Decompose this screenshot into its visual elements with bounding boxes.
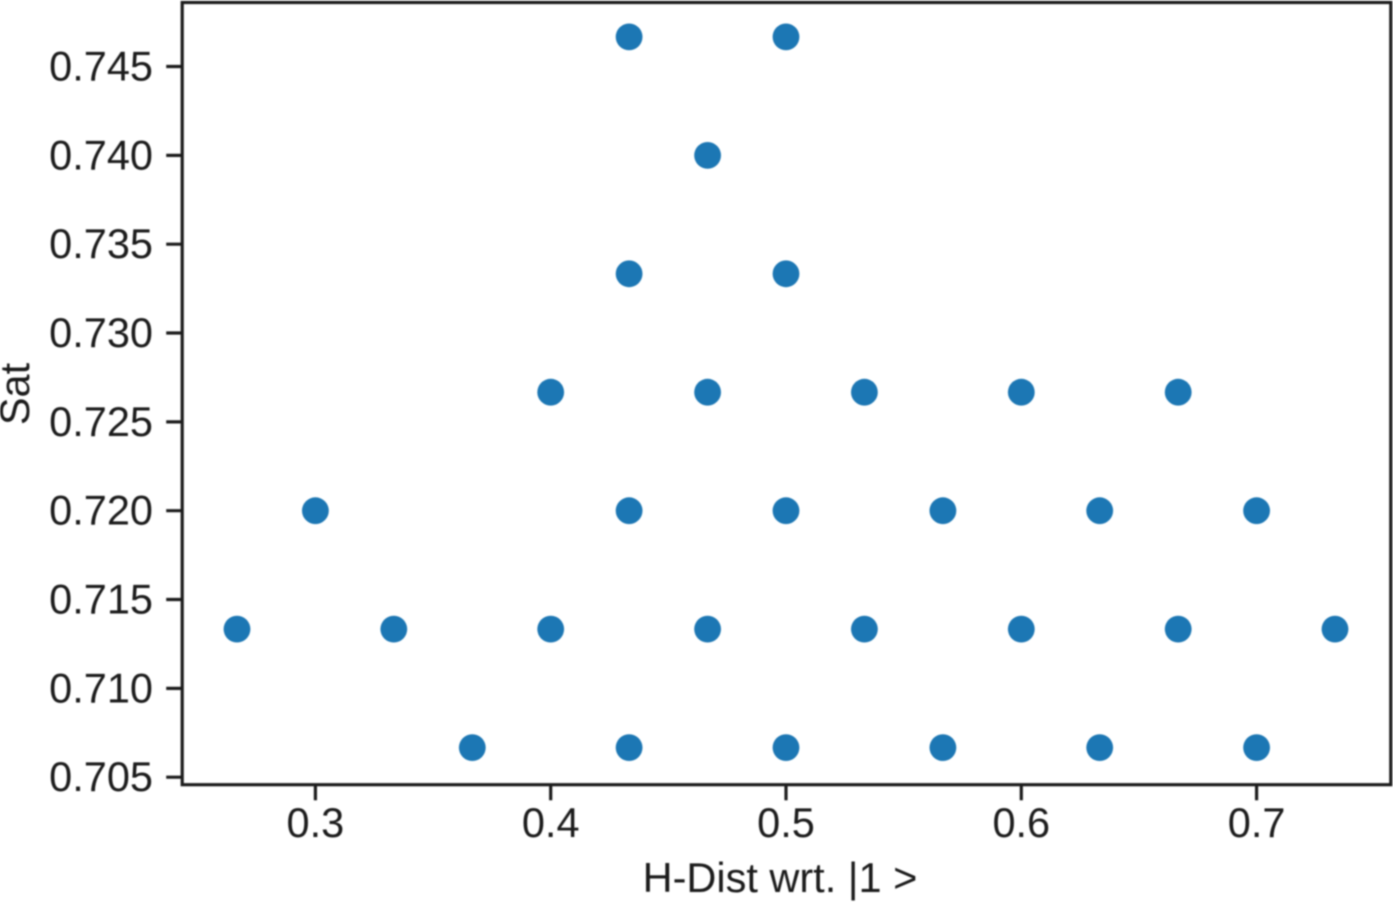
- svg-text:0.745: 0.745: [49, 43, 153, 90]
- svg-text:Sat: Sat: [0, 362, 38, 425]
- svg-text:0.715: 0.715: [49, 576, 153, 623]
- svg-text:0.7: 0.7: [1228, 799, 1286, 846]
- svg-text:0.3: 0.3: [287, 799, 345, 846]
- svg-text:0.740: 0.740: [49, 131, 153, 178]
- svg-text:0.4: 0.4: [522, 799, 580, 846]
- svg-text:0.710: 0.710: [49, 664, 153, 711]
- svg-text:0.6: 0.6: [992, 799, 1050, 846]
- svg-text:0.730: 0.730: [49, 309, 153, 356]
- svg-text:0.5: 0.5: [757, 799, 815, 846]
- svg-text:0.735: 0.735: [49, 220, 153, 267]
- svg-text:0.705: 0.705: [49, 753, 153, 800]
- svg-text:0.725: 0.725: [49, 398, 153, 445]
- svg-text:0.720: 0.720: [49, 487, 153, 534]
- svg-text:H-Dist wrt. |1 >: H-Dist wrt. |1 >: [643, 854, 918, 901]
